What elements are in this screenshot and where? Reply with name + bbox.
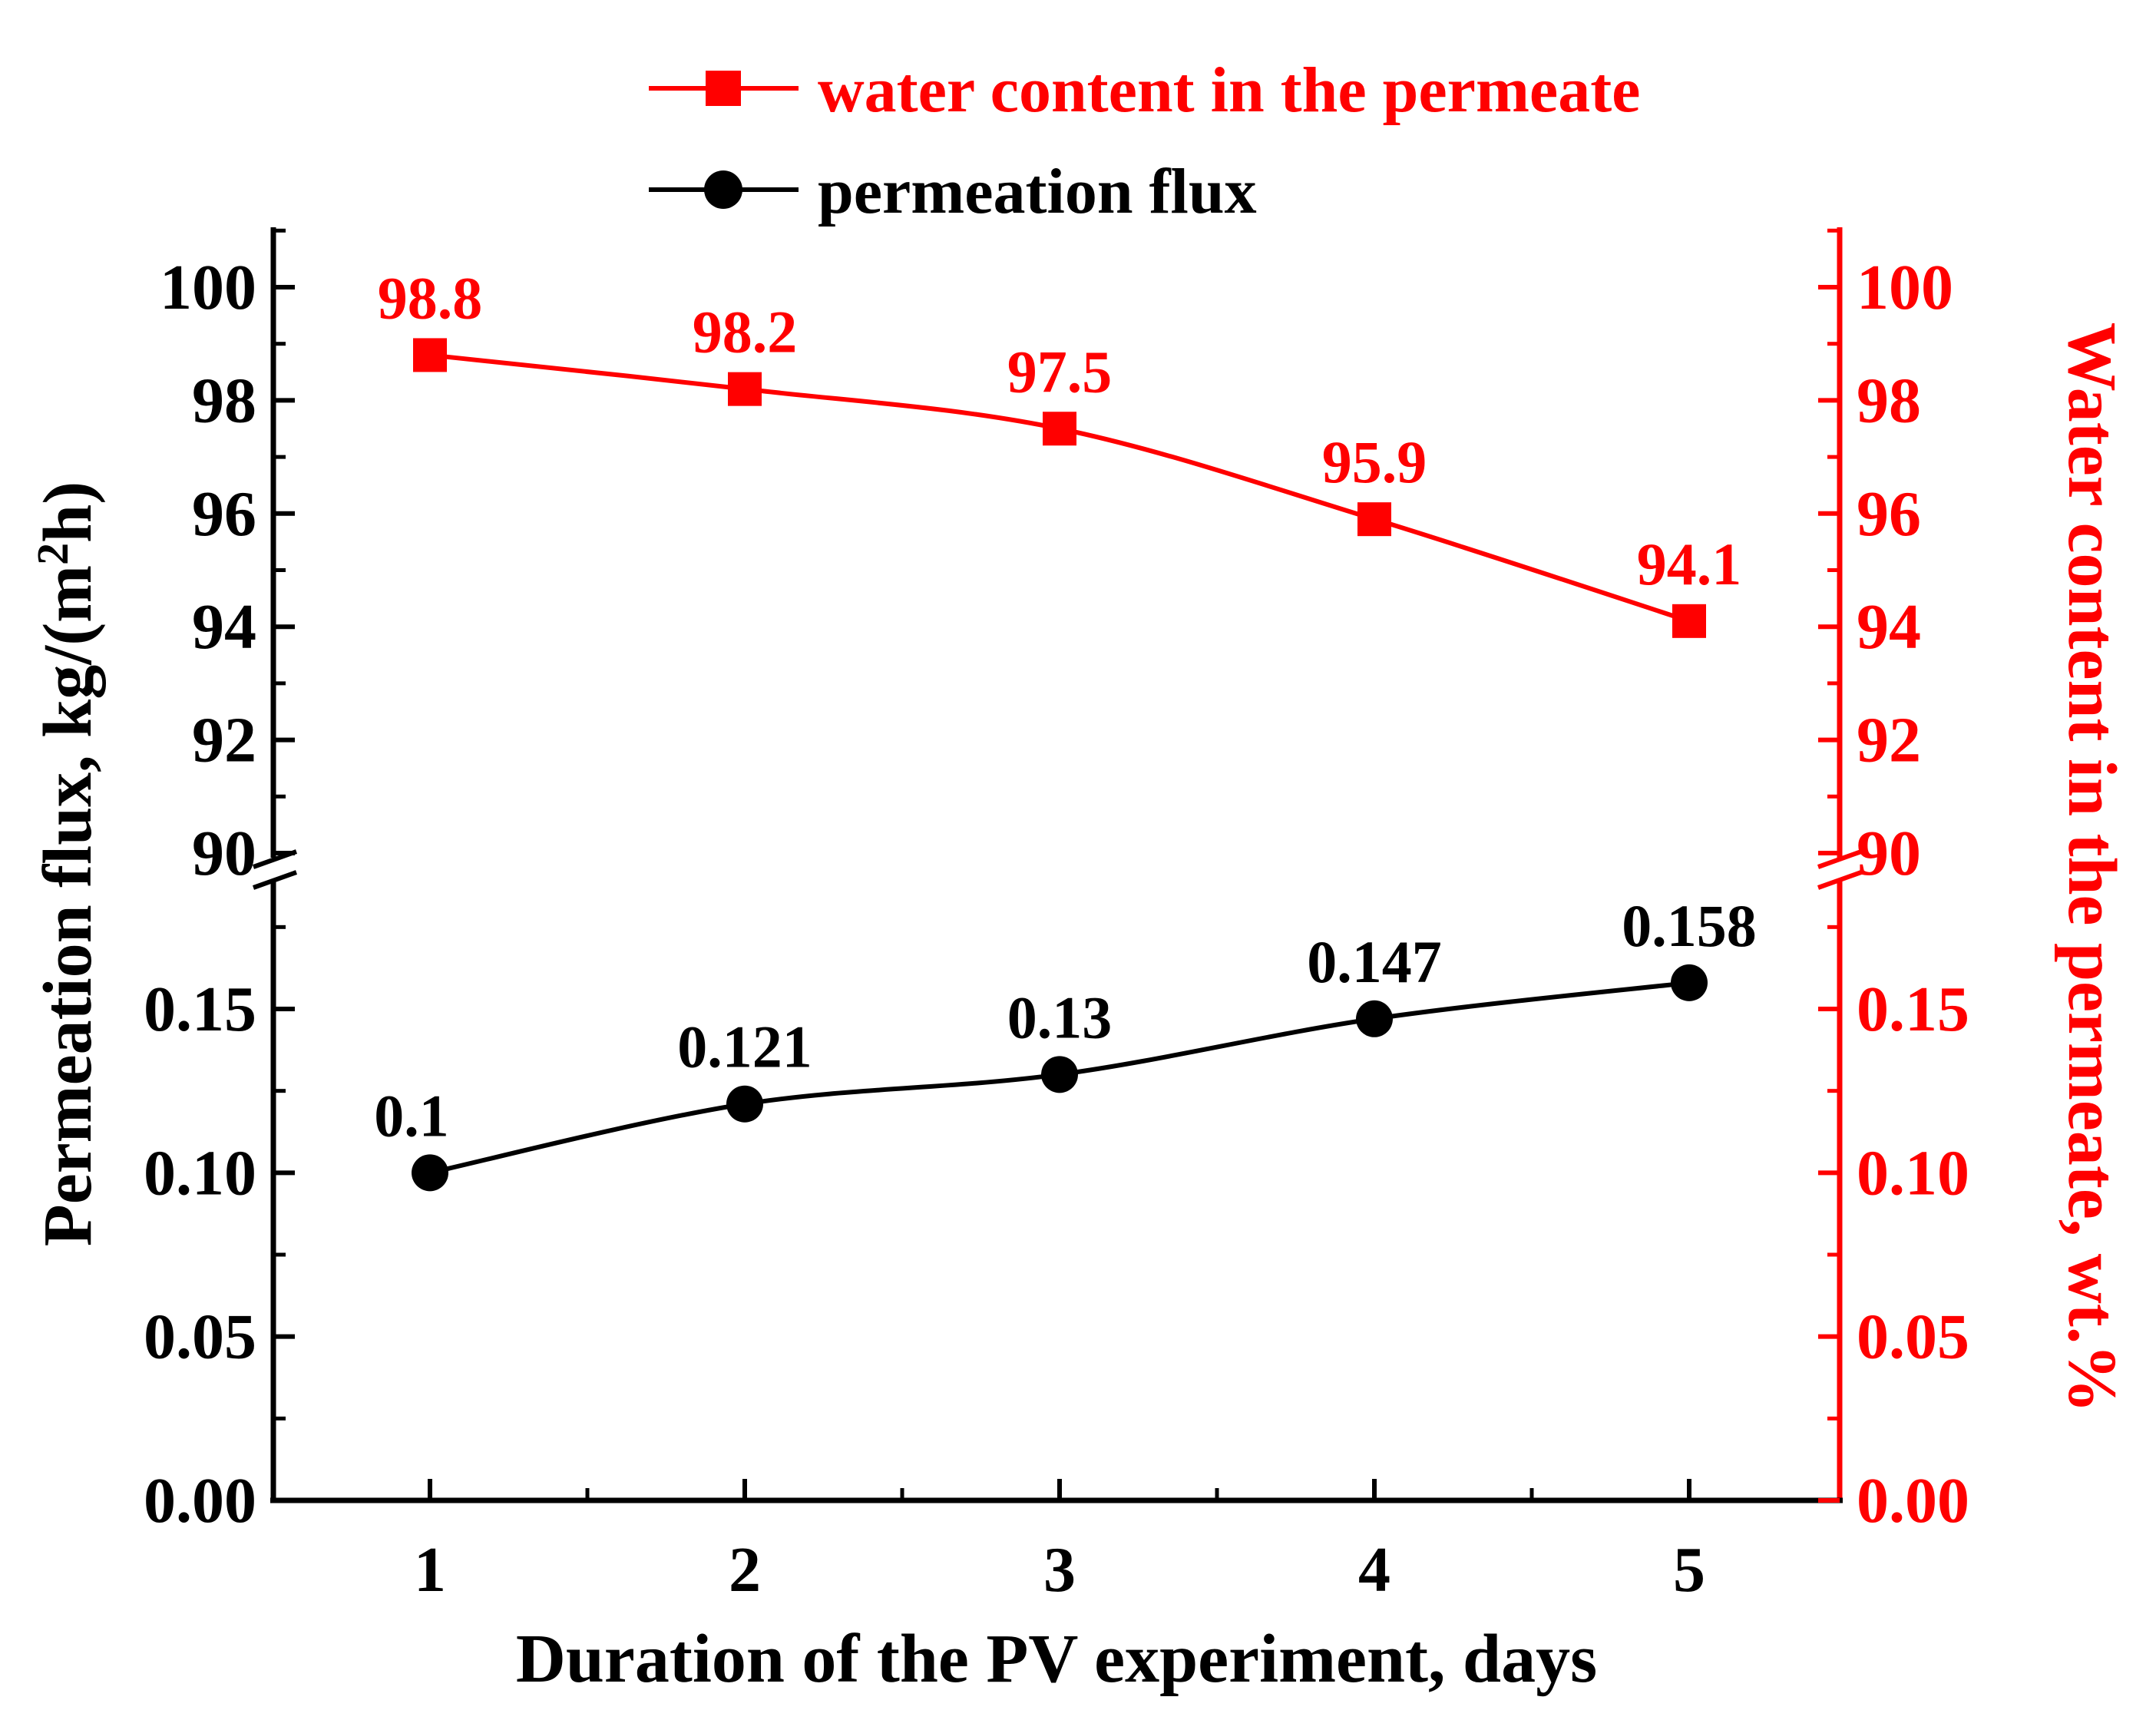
left-upper-tick-label: 98 — [192, 365, 256, 436]
data-label: 98.2 — [693, 299, 798, 366]
left-upper-tick-label: 100 — [160, 252, 256, 323]
right-lower-tick-label: 0.00 — [1857, 1465, 1969, 1536]
data-label: 94.1 — [1637, 531, 1742, 597]
left-axis-title-main: Permeation flux, kg/(m — [30, 565, 106, 1246]
right-upper-tick-label: 92 — [1857, 705, 1921, 776]
right-lower-tick-label: 0.05 — [1857, 1302, 1969, 1373]
data-point-flux — [1041, 1056, 1078, 1093]
right-upper-tick-label: 90 — [1857, 818, 1921, 889]
left-upper-tick-label: 92 — [192, 705, 256, 776]
data-label: 0.1 — [374, 1082, 449, 1149]
right-lower-tick-label: 0.15 — [1857, 974, 1969, 1045]
data-label: 95.9 — [1322, 428, 1427, 495]
data-point-water — [1672, 604, 1706, 638]
x-tick-label: 3 — [1043, 1534, 1076, 1606]
data-label: 0.158 — [1622, 892, 1757, 959]
legend: water content in the permeate permeation… — [649, 55, 1640, 227]
left-lower-tick-label: 0.15 — [144, 974, 256, 1045]
data-label: 0.121 — [677, 1014, 812, 1080]
x-axis-title: Duration of the PV experiment, days — [516, 1621, 1597, 1697]
data-point-water — [413, 338, 447, 372]
data-point-flux — [1356, 1000, 1393, 1037]
data-label: 97.5 — [1007, 338, 1113, 405]
data-point-water — [1043, 412, 1076, 446]
data-point-flux — [726, 1085, 763, 1123]
data-point-flux — [1671, 964, 1708, 1001]
left-axis-title-end: h) — [30, 481, 106, 543]
ticks — [273, 228, 1840, 1503]
series-layer: 98.8 98.2 97.5 95.9 94.1 0.1 0.121 0.13 0.147 0.1… — [374, 264, 1757, 1192]
left-lower-tick-label: 0.00 — [144, 1465, 256, 1536]
legend-marker-water — [706, 71, 741, 106]
tick-labels: 90 90 92 92 94 94 96 96 98 98 100 100 0.00 0.00 0.05 0.… — [144, 252, 1969, 1606]
left-lower-tick-label: 0.10 — [144, 1137, 256, 1209]
legend-label-flux: permeation flux — [818, 156, 1257, 227]
x-tick-label: 1 — [414, 1534, 446, 1606]
data-label: 0.13 — [1007, 984, 1113, 1050]
right-upper-tick-label: 100 — [1857, 252, 1953, 323]
data-point-water — [1357, 502, 1391, 537]
right-lower-tick-label: 0.10 — [1857, 1137, 1969, 1209]
left-lower-tick-label: 0.05 — [144, 1302, 256, 1373]
axis-break-right — [1817, 849, 1863, 890]
left-upper-tick-label: 96 — [192, 478, 256, 550]
axis-break-left — [252, 849, 298, 890]
left-axis-title-sup: 2 — [28, 543, 78, 565]
data-point-water — [728, 372, 762, 406]
x-tick-label: 4 — [1358, 1534, 1390, 1606]
left-upper-tick-label: 94 — [192, 591, 256, 663]
legend-label-water: water content in the permeate — [818, 55, 1640, 126]
x-tick-label: 5 — [1673, 1534, 1705, 1606]
left-upper-tick-label: 90 — [192, 818, 256, 889]
right-upper-tick-label: 94 — [1857, 591, 1921, 663]
data-label: 98.8 — [378, 264, 483, 331]
data-point-flux — [412, 1154, 448, 1192]
legend-marker-flux — [704, 170, 742, 209]
x-tick-label: 2 — [729, 1534, 761, 1606]
left-axis-title: Permeation flux, kg/(m2h) — [28, 481, 106, 1246]
data-label: 0.147 — [1307, 928, 1442, 995]
right-upper-tick-label: 98 — [1857, 365, 1921, 436]
right-upper-tick-label: 96 — [1857, 478, 1921, 550]
right-axis-title: Water content in the permeate, wt.% — [2054, 322, 2130, 1414]
axes — [252, 227, 1863, 1503]
